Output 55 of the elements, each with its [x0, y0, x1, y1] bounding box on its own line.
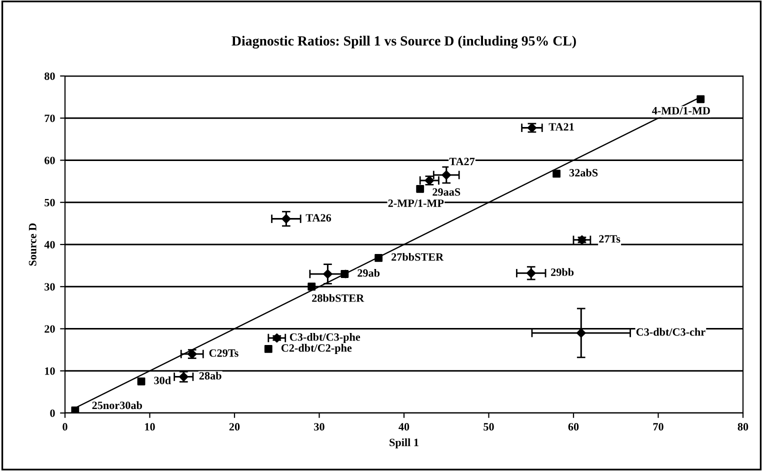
annotation: 29bb	[551, 268, 574, 276]
point	[374, 254, 383, 262]
annotation: TA26	[306, 214, 332, 222]
x-tick-label: 70	[653, 423, 664, 431]
annotation: 27Ts	[599, 235, 620, 243]
annotation: 32abS	[569, 168, 598, 177]
y-tick-label: 0	[50, 409, 55, 417]
point	[264, 345, 272, 353]
x-tick-label: 10	[145, 423, 155, 431]
chart-title: Diagnostic Ratios: Spill 1 vs Source D (including 95% CL)	[232, 36, 576, 49]
x-axis-title: Spill 1	[390, 438, 418, 448]
point	[696, 95, 705, 104]
point	[526, 268, 536, 278]
x-tick-label: 0	[62, 423, 68, 431]
y-tick-label: 80	[44, 72, 55, 80]
annotation: 28ab	[199, 372, 222, 380]
y-axis-title: Source D	[28, 223, 36, 266]
x-tick-label: 50	[484, 423, 494, 431]
x-tick-label: 20	[229, 423, 240, 431]
y-tick-label: 60	[44, 156, 55, 164]
x-tick-label: 30	[314, 423, 324, 431]
annotation: 4-MD/1-MD	[652, 107, 710, 114]
y-tick-label: 50	[44, 198, 55, 206]
annotation: 30d	[154, 376, 171, 384]
point	[340, 270, 349, 278]
annotation: 29aaS	[432, 188, 460, 196]
point	[552, 170, 560, 178]
annotation: 29ab	[358, 268, 380, 277]
y-tick-label: 40	[44, 240, 55, 248]
x-tick-label: 60	[568, 423, 579, 431]
annotation: 27bbSTER	[392, 252, 444, 261]
point	[137, 377, 146, 386]
annotation: C2-dbt/C2-phe	[281, 344, 352, 354]
point	[442, 170, 451, 180]
x-tick-label: 40	[398, 423, 410, 431]
annotation: C3-dbt/C3-chr	[636, 328, 706, 336]
y-tick-label: 10	[45, 367, 55, 375]
point	[416, 184, 424, 193]
y-tick-label: 70	[44, 114, 55, 122]
annotation: 25nor30ab	[92, 401, 142, 410]
point	[71, 406, 80, 413]
annotation: TA27	[449, 158, 475, 166]
x-tick-label: 80	[738, 423, 748, 431]
annotation: C29Ts	[209, 349, 238, 357]
annotation: C3-dbt/C3-phe	[290, 332, 360, 344]
annotation: 2-MP/1-MP	[388, 199, 444, 207]
y-tick-label: 30	[44, 283, 55, 291]
point	[282, 214, 291, 224]
point	[272, 333, 282, 343]
annotation: 28bbSTER	[312, 294, 364, 302]
point	[308, 282, 316, 291]
annotation: TA21	[548, 123, 574, 130]
point	[576, 328, 586, 338]
point	[323, 269, 332, 279]
y-tick-label: 20	[44, 325, 55, 333]
